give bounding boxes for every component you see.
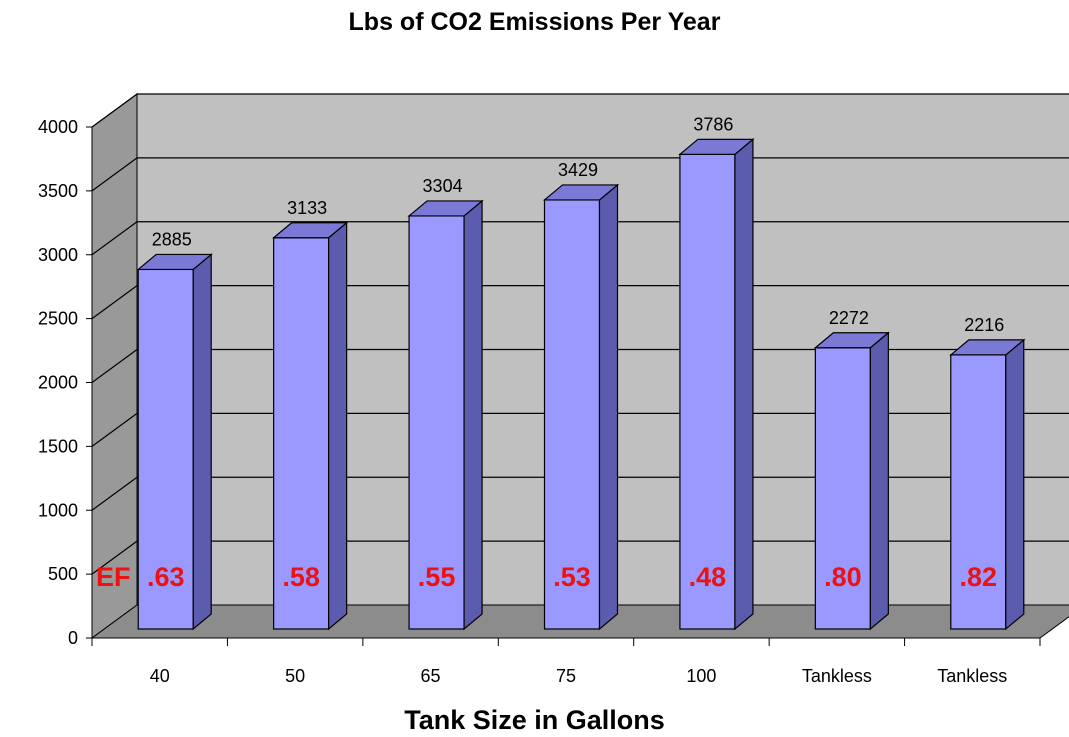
x-axis: 40 50 65 75 100 Tankless Tankless — [92, 638, 1040, 686]
y-tick-label: 0 — [68, 628, 78, 648]
data-label: 3786 — [693, 114, 733, 134]
y-axis: 0 500 1000 1500 2000 2500 3000 3500 4000 — [38, 117, 92, 648]
bar-side — [329, 223, 347, 629]
bar-side — [600, 185, 618, 629]
ef-value: .58 — [282, 562, 320, 592]
data-label: 2272 — [829, 308, 869, 328]
x-tick-label: 40 — [150, 666, 170, 686]
y-tick-label: 500 — [48, 564, 78, 584]
ef-value: .48 — [689, 562, 727, 592]
ef-value: .80 — [824, 562, 862, 592]
bar-side — [464, 201, 482, 629]
ef-value: .82 — [960, 562, 998, 592]
ef-value: .55 — [418, 562, 456, 592]
x-axis-title: Tank Size in Gallons — [0, 705, 1069, 736]
x-tick-label: 100 — [686, 666, 716, 686]
y-tick-label: 4000 — [38, 117, 78, 137]
y-tick-label: 3000 — [38, 245, 78, 265]
data-label: 3304 — [423, 176, 463, 196]
x-tick-label: Tankless — [937, 666, 1007, 686]
y-tick-label: 1500 — [38, 436, 78, 456]
x-tick-label: 75 — [556, 666, 576, 686]
y-tick-label: 2000 — [38, 373, 78, 393]
data-label: 3429 — [558, 160, 598, 180]
x-tick-label: Tankless — [802, 666, 872, 686]
bar-side — [1006, 340, 1024, 629]
bar-front — [680, 154, 735, 629]
x-tick-label: 65 — [421, 666, 441, 686]
data-label: 2885 — [152, 229, 192, 249]
ef-value: .53 — [553, 562, 591, 592]
data-label: 3133 — [287, 198, 327, 218]
y-tick-label: 1000 — [38, 500, 78, 520]
bar-side — [735, 139, 753, 629]
ef-value: .63 — [147, 562, 185, 592]
bar-side — [193, 254, 211, 629]
y-tick-label: 3500 — [38, 181, 78, 201]
x-tick-label: 50 — [285, 666, 305, 686]
bar-side — [870, 333, 888, 629]
ef-prefix: EF — [96, 562, 131, 592]
y-tick-label: 2500 — [38, 309, 78, 329]
data-label: 2216 — [964, 315, 1004, 335]
bar — [680, 139, 753, 629]
